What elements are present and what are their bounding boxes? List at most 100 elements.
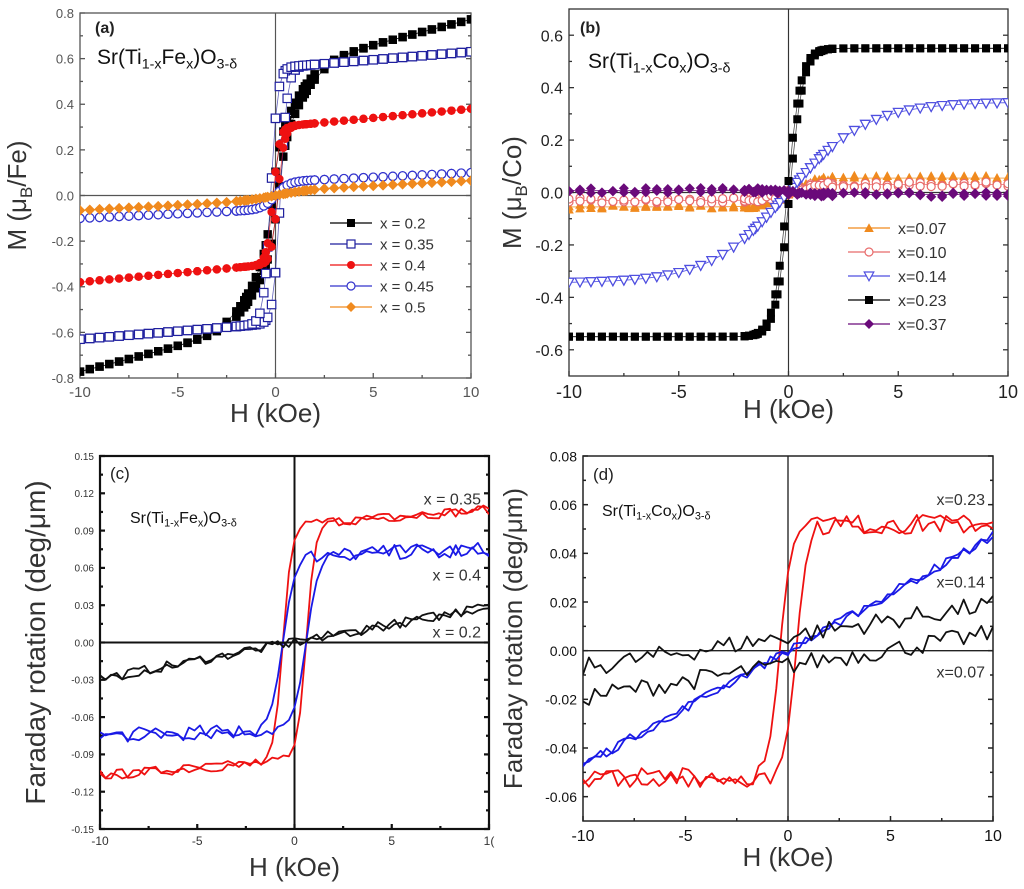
data-point bbox=[729, 193, 739, 203]
data-point bbox=[427, 50, 437, 60]
data-point bbox=[641, 202, 651, 211]
legend-label: x = 0.35 bbox=[380, 236, 434, 253]
compound-subscript: 3-δ bbox=[217, 57, 238, 73]
legend-marker bbox=[346, 302, 356, 312]
x-tick-label: -10 bbox=[69, 384, 91, 401]
data-point bbox=[427, 25, 437, 34]
series-x0.35 bbox=[100, 504, 489, 780]
data-point bbox=[756, 217, 768, 228]
data-point bbox=[80, 277, 85, 287]
data-point bbox=[970, 171, 980, 180]
compound-formula: Sr(Ti1-xCox)O3-δ bbox=[602, 503, 711, 523]
loop-branch bbox=[100, 543, 489, 743]
data-point bbox=[662, 187, 673, 198]
legend-label: x = 0.45 bbox=[380, 278, 434, 295]
data-point bbox=[652, 332, 661, 341]
data-point bbox=[926, 171, 936, 180]
y-label-text: M (μ bbox=[497, 196, 527, 249]
data-point bbox=[569, 204, 574, 214]
data-point bbox=[212, 207, 222, 217]
legend-marker bbox=[346, 239, 356, 249]
data-point bbox=[251, 272, 261, 282]
data-point bbox=[202, 266, 212, 275]
data-point bbox=[426, 177, 438, 188]
data-point bbox=[193, 267, 202, 276]
data-point bbox=[329, 117, 339, 126]
data-point bbox=[618, 275, 630, 287]
data-point bbox=[95, 362, 104, 371]
data-point bbox=[466, 46, 471, 57]
data-point bbox=[947, 100, 959, 111]
data-point bbox=[183, 338, 192, 347]
data-point bbox=[585, 183, 596, 194]
data-point bbox=[793, 99, 802, 108]
data-point bbox=[904, 177, 914, 187]
data-point bbox=[607, 276, 619, 287]
legend: x = 0.2 x = 0.35 x = 0.4 x = 0.45 x = 0.5 bbox=[330, 215, 434, 316]
data-point bbox=[446, 48, 457, 59]
data-point bbox=[608, 332, 617, 341]
data-point bbox=[310, 70, 319, 79]
data-point bbox=[569, 277, 575, 289]
loop-branch bbox=[100, 607, 489, 681]
data-point bbox=[663, 332, 672, 341]
legend-label: x = 0.5 bbox=[380, 299, 425, 316]
data-point bbox=[597, 332, 606, 341]
series-x0.07 bbox=[583, 595, 993, 706]
legend-label: x = 0.4 bbox=[380, 257, 425, 274]
compound-text: )O bbox=[677, 503, 695, 520]
series-x0.23 bbox=[583, 514, 993, 788]
data-point bbox=[457, 17, 466, 27]
x-axis-label: H (kOe) bbox=[743, 842, 834, 872]
data-point bbox=[290, 98, 300, 107]
data-point bbox=[306, 74, 315, 83]
data-point bbox=[427, 108, 437, 117]
data-point bbox=[368, 172, 379, 183]
data-point bbox=[94, 332, 105, 343]
legend-label: x=0.37 bbox=[898, 317, 947, 334]
data-point bbox=[716, 249, 729, 261]
data-point bbox=[694, 260, 707, 272]
data-area bbox=[100, 504, 489, 780]
compound-text: Fe bbox=[162, 46, 187, 69]
data-point bbox=[369, 113, 378, 123]
data-point bbox=[859, 119, 872, 131]
compound-subscript: 1-x bbox=[636, 511, 652, 523]
data-point bbox=[271, 167, 280, 177]
data-point bbox=[870, 114, 883, 126]
panel-label: (d) bbox=[593, 465, 614, 484]
data-point bbox=[1002, 98, 1008, 109]
data-point bbox=[133, 201, 144, 213]
data-point bbox=[585, 277, 597, 288]
data-point bbox=[339, 57, 349, 67]
data-point bbox=[839, 44, 848, 53]
compound-formula: Sr(Ti1-xFex)O3-δ bbox=[97, 46, 237, 73]
panel-d: -10 -5 0 5 10 -0.06 -0.04 -0.02 0.00 0.02 0.04 0.06… bbox=[498, 448, 1002, 872]
data-point bbox=[329, 174, 339, 184]
data-point bbox=[569, 201, 574, 211]
data-point bbox=[408, 30, 417, 39]
data-point bbox=[815, 47, 824, 56]
y-tick-label: -0.2 bbox=[52, 234, 74, 249]
data-point bbox=[183, 267, 192, 277]
data-point bbox=[780, 243, 789, 252]
data-point bbox=[804, 163, 817, 174]
data-area bbox=[569, 44, 1008, 341]
compound-text: Fe bbox=[179, 510, 198, 527]
data-point bbox=[133, 210, 144, 221]
y-label-subscript: B bbox=[512, 185, 531, 196]
data-point bbox=[802, 62, 811, 71]
data-point bbox=[85, 364, 94, 374]
data-point bbox=[894, 44, 903, 53]
data-point bbox=[629, 188, 640, 199]
y-tick-label: 0.0 bbox=[541, 186, 563, 203]
series-x0.23 bbox=[569, 44, 1008, 341]
data-point bbox=[650, 272, 663, 283]
data-point bbox=[298, 84, 308, 94]
x-axis-label: H (kOe) bbox=[743, 394, 834, 424]
data-point bbox=[397, 52, 408, 63]
data-point bbox=[788, 133, 797, 142]
data-point bbox=[259, 253, 268, 262]
data-point bbox=[695, 187, 706, 198]
y-tick-label: 0.04 bbox=[550, 546, 577, 562]
